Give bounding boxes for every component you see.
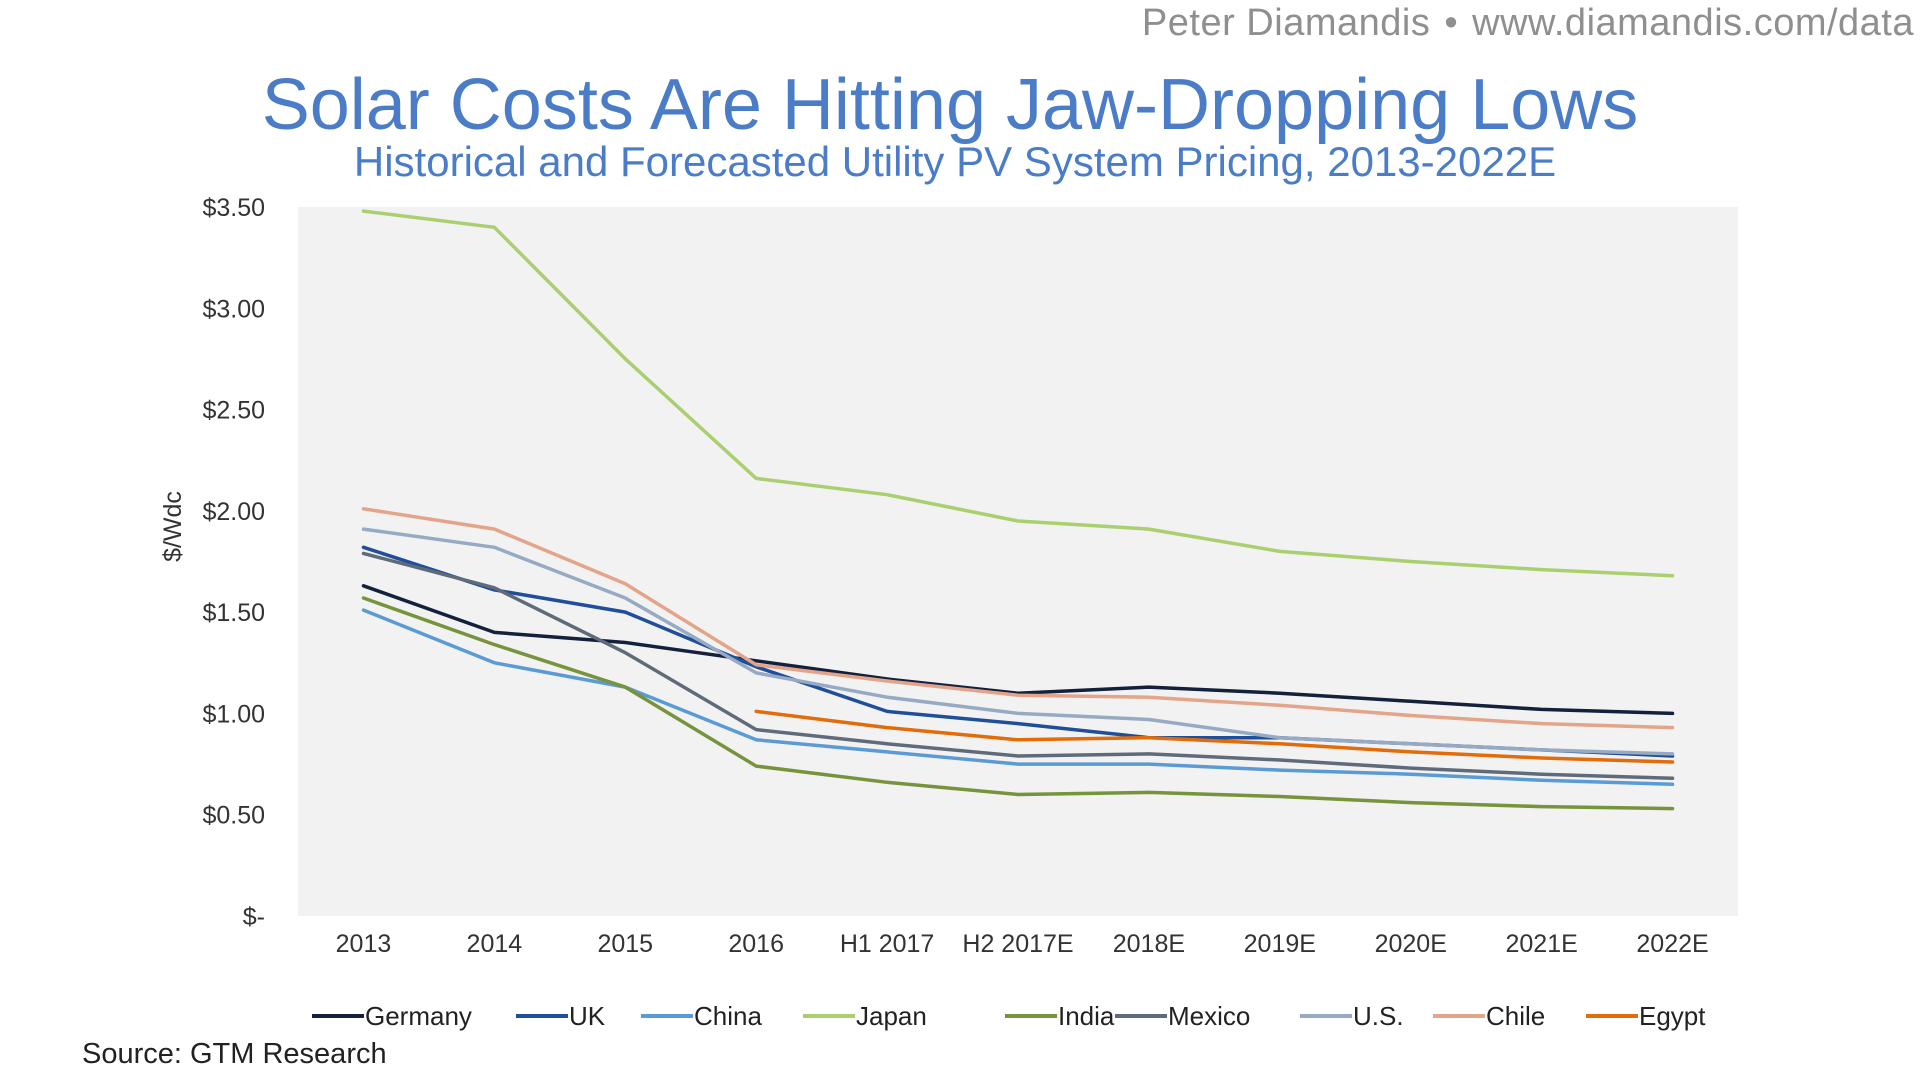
series-line-egypt: [754, 709, 1675, 764]
y-tick-label: $3.00: [202, 295, 265, 323]
x-tick-label: 2021E: [1505, 930, 1577, 958]
credit: Peter Diamandis • www.diamandis.com/data: [1142, 2, 1914, 45]
legend-label: U.S.: [1353, 1001, 1404, 1031]
series-line-chile: [361, 507, 1675, 730]
series-line-japan: [361, 209, 1675, 578]
legend-item: U.S.: [1300, 1001, 1404, 1031]
x-tick-label: 2013: [336, 930, 392, 958]
legend-label: Germany: [365, 1001, 472, 1031]
x-tick-label: 2015: [597, 930, 653, 958]
legend-label: Chile: [1486, 1001, 1545, 1031]
credit-name: Peter Diamandis: [1141, 2, 1431, 44]
legend-item: Chile: [1433, 1001, 1545, 1031]
x-tick-label: 2018E: [1113, 930, 1185, 958]
legend-item: Egypt: [1586, 1001, 1706, 1031]
plot-area: [298, 207, 1738, 916]
series-line-u-s: [361, 527, 1675, 756]
source-note: Source: GTM Research: [82, 1038, 387, 1070]
y-tick-label: $1.00: [202, 700, 265, 728]
x-tick-label: 2022E: [1636, 930, 1708, 958]
y-axis-label: $/Wdc: [159, 491, 187, 562]
y-tick-label: $3.50: [202, 194, 265, 222]
series-line-china: [361, 608, 1675, 787]
y-axis: $- $0.50 $1.00 $1.50 $2.00 $2.50 $3.00 $3.50: [202, 194, 265, 931]
legend-item: Japan: [803, 1001, 927, 1031]
legend-item: Germany: [312, 1001, 472, 1031]
y-tick-label: $2.50: [202, 397, 265, 425]
x-tick-label: 2019E: [1244, 930, 1316, 958]
legend-item: Mexico: [1115, 1001, 1250, 1031]
series-line-mexico: [361, 551, 1675, 781]
x-axis: 2013 2014 2015 2016 H1 2017 H2 2017E 2018E 2019…: [336, 930, 1709, 958]
legend-label: Japan: [856, 1001, 927, 1031]
legend-label: India: [1058, 1001, 1115, 1031]
legend-label: China: [694, 1001, 762, 1031]
legend: Germany UK China Japan India Mexico U.S. Chile E…: [312, 1001, 1706, 1031]
x-tick-label: 2020E: [1375, 930, 1447, 958]
legend-label: Mexico: [1168, 1001, 1250, 1031]
series-lines: [361, 209, 1675, 811]
y-tick-label: $0.50: [202, 802, 265, 830]
series-line-germany: [361, 584, 1675, 716]
credit-separator: •: [1444, 2, 1459, 44]
x-tick-label: H2 2017E: [962, 930, 1073, 958]
legend-label: UK: [569, 1001, 606, 1031]
y-tick-label: $-: [243, 903, 265, 931]
legend-item: India: [1005, 1001, 1115, 1031]
legend-label: Egypt: [1639, 1001, 1706, 1031]
legend-item: UK: [516, 1001, 606, 1031]
chart-title: Solar Costs Are Hitting Jaw-Dropping Low…: [261, 65, 1639, 145]
x-tick-label: H1 2017: [840, 930, 935, 958]
chart-subtitle: Historical and Forecasted Utility PV Sys…: [353, 138, 1557, 185]
x-tick-label: 2014: [467, 930, 523, 958]
series-line-india: [361, 596, 1675, 811]
y-tick-label: $1.50: [202, 599, 265, 627]
legend-item: China: [641, 1001, 762, 1031]
credit-url: www.diamandis.com/data: [1472, 2, 1914, 44]
y-tick-label: $2.00: [202, 498, 265, 526]
x-tick-label: 2016: [728, 930, 784, 958]
